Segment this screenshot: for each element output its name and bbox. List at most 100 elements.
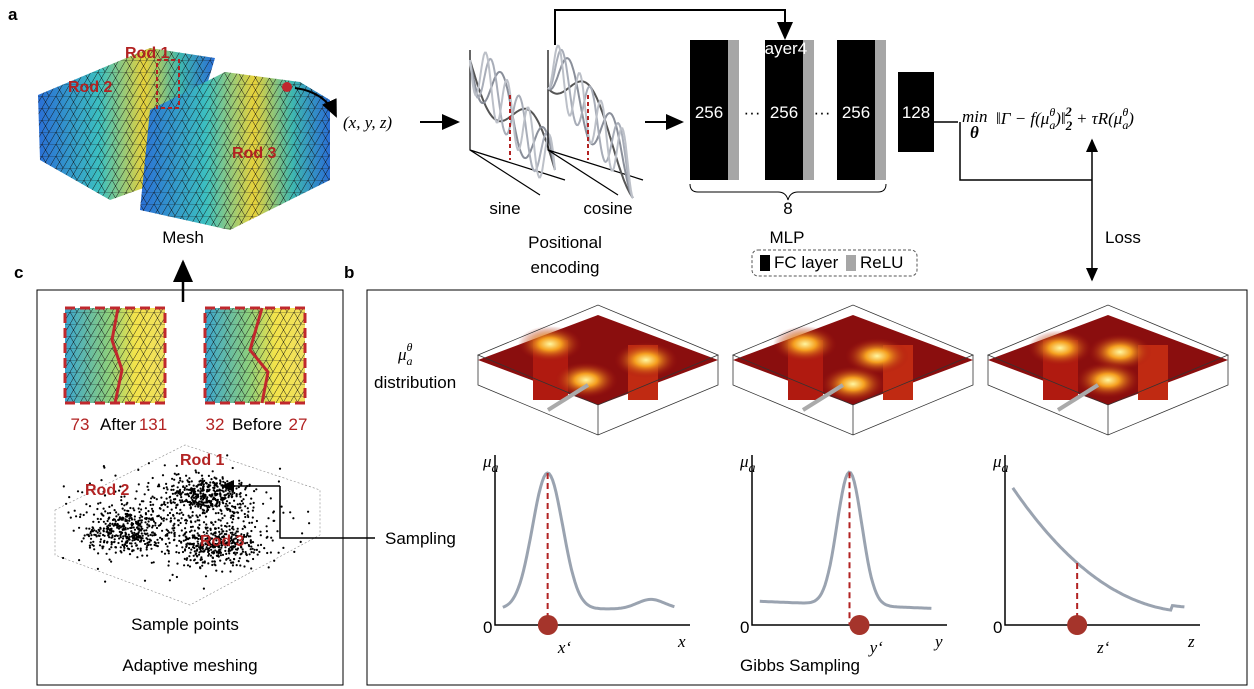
ellipsis: ··· (744, 103, 761, 122)
sample-dot (188, 489, 190, 491)
sample-dot (111, 541, 113, 543)
sample-dot (84, 534, 86, 536)
sample-dot (147, 510, 149, 512)
sample-dot (243, 520, 245, 522)
sample-dot (150, 544, 152, 546)
sample-dot (135, 534, 137, 536)
sample-dot (139, 503, 141, 505)
sample-dot (133, 549, 135, 551)
hotspot (614, 342, 678, 378)
hotspot (518, 326, 582, 362)
sample-dot (226, 454, 228, 456)
hotspot (773, 326, 837, 362)
sample-dot (196, 548, 198, 550)
sample-dot (177, 524, 179, 526)
sample-dot (195, 562, 197, 564)
sample-dot (104, 581, 106, 583)
sample-dot (97, 568, 99, 570)
sample-dot (180, 501, 182, 503)
sample-dot (236, 552, 238, 554)
sample-dot (156, 527, 158, 529)
sample-dot (236, 511, 238, 513)
sample-dot (255, 488, 257, 490)
sample-dot (167, 506, 169, 508)
sample-dot (175, 492, 177, 494)
frame (470, 50, 565, 195)
sample-dot (244, 516, 246, 518)
sample-dot (244, 505, 246, 507)
sample-dot (240, 482, 242, 484)
rod-label: Rod 3 (232, 145, 277, 162)
sample-dot (106, 531, 108, 533)
sample-dot (191, 499, 193, 501)
sample-dot (245, 494, 247, 496)
sample-dot (195, 545, 197, 547)
sample-dot (196, 555, 198, 557)
sample-dot (222, 481, 224, 483)
sample-dot (130, 530, 132, 532)
sample-dot (187, 564, 189, 566)
sample-dot (161, 551, 163, 553)
sample-dot (186, 485, 188, 487)
sample-dot (173, 533, 175, 535)
sample-dot (220, 552, 222, 554)
sample-dot (228, 525, 230, 527)
sample-dot (106, 541, 108, 543)
sample-dot (142, 500, 144, 502)
sample-dot (118, 528, 120, 530)
curve (1013, 488, 1185, 610)
sample-dot (104, 510, 106, 512)
sample-dot (210, 529, 212, 531)
panel-title: Adaptive meshing (122, 656, 257, 675)
sample-dot (227, 489, 229, 491)
sample-dot (151, 562, 153, 564)
sample-dot (232, 526, 234, 528)
sample-dot (111, 523, 113, 525)
sample-dot (160, 497, 162, 499)
sample-dot (170, 499, 172, 501)
sample-dot (120, 499, 122, 501)
distribution-symbol: μaθ (397, 340, 413, 368)
sample-dot (208, 475, 210, 477)
sample-dot (250, 539, 252, 541)
sample-dot (115, 546, 117, 548)
sample-dot (210, 478, 212, 480)
sample-dot (222, 554, 224, 556)
sample-dot (186, 479, 188, 481)
sample-dot (96, 535, 98, 537)
sample-dot (190, 521, 192, 523)
ellipsis: ··· (814, 103, 831, 122)
sample-dot (133, 526, 135, 528)
sample-dot (289, 511, 291, 513)
sample-dot (230, 517, 232, 519)
sample-dot (183, 564, 185, 566)
sample-dot (110, 532, 112, 534)
sample-dot (126, 545, 128, 547)
sample-dot (121, 540, 123, 542)
sample-dot (184, 548, 186, 550)
sample-dot (214, 563, 216, 565)
sample-dot (107, 512, 109, 514)
sample-dot (233, 500, 235, 502)
sample-dot (163, 503, 165, 505)
sample-dot (270, 497, 272, 499)
sample-dot (125, 533, 127, 535)
sample-dot (229, 529, 231, 531)
sample-dot (208, 500, 210, 502)
sample-dot (148, 520, 150, 522)
sample-dot (219, 490, 221, 492)
sample-dot (256, 549, 258, 551)
sample-dot (241, 500, 243, 502)
sample-dot (213, 560, 215, 562)
sample-dot (229, 502, 231, 504)
rod-label: Rod 2 (85, 482, 130, 499)
sample-dot (125, 503, 127, 505)
sample-dot (135, 522, 137, 524)
sample-dot (272, 511, 274, 513)
layer-tag: layer4 (761, 39, 807, 58)
sample-dot (179, 489, 181, 491)
sample-dot (127, 510, 129, 512)
sample-dot (86, 511, 88, 513)
sample-dot (197, 543, 199, 545)
sample-dot (132, 523, 134, 525)
